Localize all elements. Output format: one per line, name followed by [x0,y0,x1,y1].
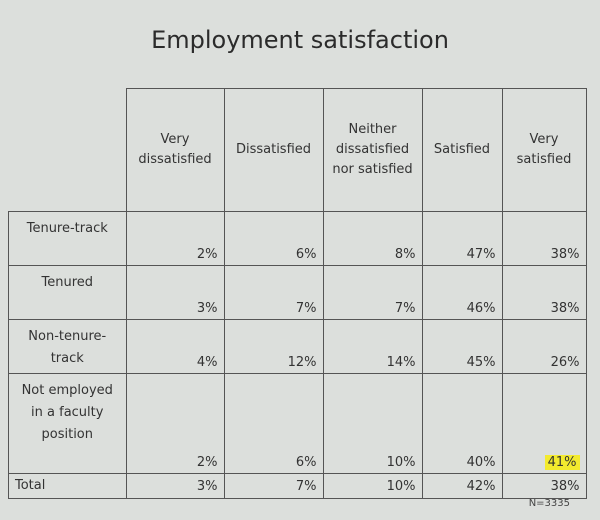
cell: 3% [125,265,225,320]
title: Employment satisfaction [151,26,449,54]
row-label: Tenure-track [8,211,127,266]
cell: 41% [501,373,587,474]
cell: 47% [421,211,503,266]
table-row: Non-tenure-track 4% 12% 14% 45% 26% [8,319,587,374]
cell: 10% [322,373,423,474]
cell: 2% [125,373,225,474]
cell: 7% [223,473,324,499]
row-label: Total [8,473,127,499]
cell: 42% [421,473,503,499]
table-row: Tenured 3% 7% 7% 46% 38% [8,265,587,320]
cell: 6% [223,373,324,474]
cell: 26% [501,319,587,374]
cell: 14% [322,319,423,374]
row-label: Tenured [8,265,127,320]
column-header: Very satisfied [501,88,587,212]
corner-cell [8,88,127,212]
cell: 46% [421,265,503,320]
cell: 45% [421,319,503,374]
column-header: Very dissatisfied [125,88,225,212]
cell: 2% [125,211,225,266]
table-row: Total 3% 7% 10% 42% 38% [8,473,587,499]
column-header: Satisfied [421,88,503,212]
cell: 12% [223,319,324,374]
cell: 40% [421,373,503,474]
cell: 4% [125,319,225,374]
cell: 7% [223,265,324,320]
highlighted-value: 41% [544,455,580,470]
column-header: Neither dissatisfied nor satisfied [322,88,423,212]
cell: 3% [125,473,225,499]
satisfaction-table: Very dissatisfied Dissatisfied Neither d… [8,88,587,499]
row-label: Not employed in a faculty position [8,373,127,474]
cell: 38% [501,265,587,320]
cell: 10% [322,473,423,499]
table-row: Tenure-track 2% 6% 8% 47% 38% [8,211,587,266]
cell: 38% [501,473,587,499]
cell: 6% [223,211,324,266]
column-header: Dissatisfied [223,88,324,212]
cell: 8% [322,211,423,266]
table-row: Not employed in a faculty position 2% 6% 10… [8,373,587,474]
cell: 38% [501,211,587,266]
cell: 7% [322,265,423,320]
header-row: Very dissatisfied Dissatisfied Neither d… [8,88,587,212]
sample-size: N=3335 [528,498,570,509]
row-label: Non-tenure-track [8,319,127,374]
